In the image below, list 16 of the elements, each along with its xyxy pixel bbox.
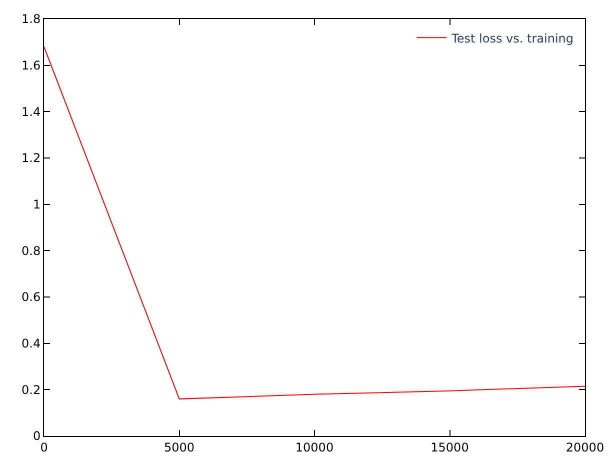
x-tick-label: 15000 — [430, 440, 469, 454]
y-tick-label: 0.8 — [22, 244, 41, 258]
y-tick-label: 1.4 — [22, 104, 41, 119]
y-tick-label: 1.8 — [22, 12, 41, 26]
x-tick-label: 5000 — [164, 440, 195, 454]
y-tick-label: 1.2 — [22, 151, 41, 166]
y-tick-label: 0.6 — [22, 290, 41, 304]
y-tick-label: 1.6 — [22, 58, 41, 73]
y-tick-label: 1 — [32, 198, 41, 212]
x-tick-label: 10000 — [295, 440, 334, 454]
x-tick-label: 20000 — [566, 440, 604, 454]
legend-label: Test loss vs. training — [450, 31, 574, 46]
y-tick-label: 0.4 — [22, 336, 41, 351]
y-tick-label: 0 — [32, 429, 41, 444]
y-tick-label: 0.2 — [22, 382, 41, 397]
line-series — [44, 46, 585, 400]
